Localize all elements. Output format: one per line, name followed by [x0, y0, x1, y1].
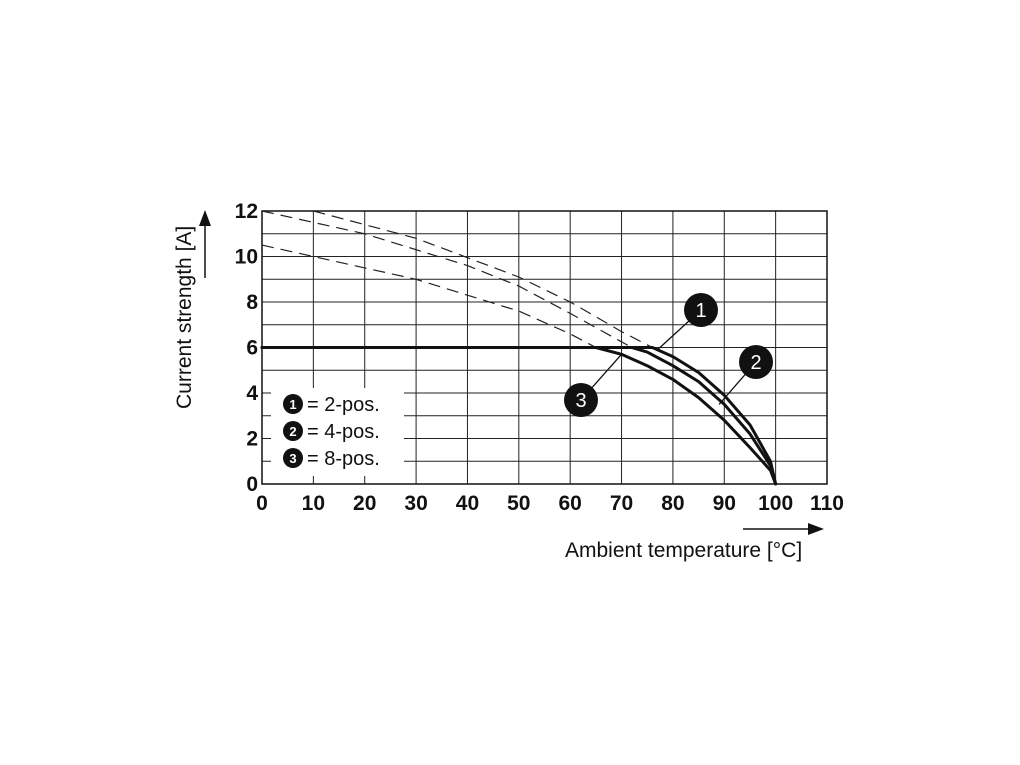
series-lines — [260, 346, 778, 486]
y-tick-label: 12 — [235, 200, 258, 223]
callout-badge-2 — [739, 345, 773, 379]
x-tick-label: 60 — [559, 492, 582, 515]
dashed-curve-3 — [261, 244, 597, 349]
x-tick-label: 110 — [810, 492, 844, 515]
y-axis-arrow-head — [199, 210, 211, 226]
y-tick-label: 2 — [246, 428, 258, 451]
x-tick-label: 50 — [507, 492, 530, 515]
y-tick-label: 0 — [246, 473, 258, 496]
legend-badge-2 — [283, 421, 303, 441]
x-tick-label: 10 — [302, 492, 325, 515]
legend-badge-1 — [283, 394, 303, 414]
grid — [261, 210, 828, 485]
x-axis-label: Ambient temperature [°C] — [565, 539, 802, 562]
x-tick-label: 70 — [610, 492, 633, 515]
callout-badge-number: 3 — [575, 390, 586, 412]
legend-badge-number: 3 — [289, 451, 296, 466]
legend-entry-text: = 8-pos. — [307, 448, 380, 470]
legend-badge-number: 1 — [289, 397, 296, 412]
x-tick-label: 40 — [456, 492, 479, 515]
x-tick-label: 30 — [404, 492, 427, 515]
dashed-curves — [261, 210, 653, 349]
legend-badge-number: 2 — [289, 424, 296, 439]
x-tick-label: 0 — [256, 492, 268, 515]
callout-badge-number: 1 — [695, 300, 706, 322]
x-tick-label: 20 — [353, 492, 376, 515]
x-tick-label: 80 — [661, 492, 684, 515]
x-tick-label: 100 — [758, 492, 793, 515]
callouts: 1 2 3 — [564, 293, 773, 417]
legend-badge-3 — [283, 448, 303, 468]
y-tick-label: 10 — [235, 246, 258, 269]
x-tick-label: 90 — [713, 492, 736, 515]
series-line-2 — [260, 346, 778, 486]
legend-entry-text: = 2-pos. — [307, 394, 380, 416]
series-line-1 — [260, 346, 778, 486]
callout-badge-number: 2 — [750, 352, 761, 374]
legend: 1 = 2-pos. 2 = 4-pos. 3 = 8-pos. — [271, 388, 404, 476]
y-tick-label: 8 — [246, 291, 258, 314]
callout-badge-3 — [564, 383, 598, 417]
legend-entry-text: = 4-pos. — [307, 421, 380, 443]
y-tick-label: 4 — [246, 382, 258, 405]
series-line-3 — [260, 346, 778, 486]
y-tick-label: 6 — [246, 337, 258, 360]
y-axis-label: Current strength [A] — [173, 226, 196, 409]
x-axis-arrow-head — [808, 523, 824, 535]
callout-badge-1 — [684, 293, 718, 327]
dashed-curve-2 — [261, 210, 633, 349]
